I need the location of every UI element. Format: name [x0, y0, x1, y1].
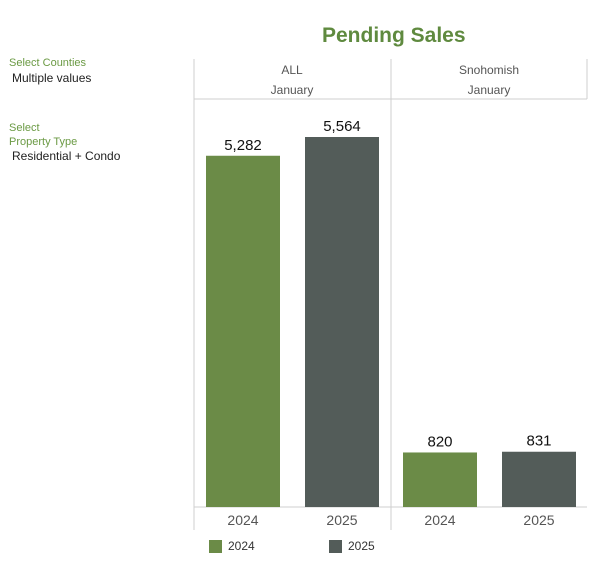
panel-header-all-month: January	[270, 83, 314, 97]
data-label-snohomish-2025: 831	[526, 433, 551, 450]
legend-label-2024: 2024	[228, 539, 255, 553]
legend-swatch-2025	[329, 539, 342, 553]
property-type-filter-label-line1: Select	[9, 122, 40, 134]
legend-swatch-2024	[209, 539, 222, 553]
x-tick-label-all-2024: 2024	[227, 512, 258, 528]
counties-filter-label: Select Counties	[9, 57, 87, 69]
x-tick-label-snohomish-2024: 2024	[424, 512, 455, 528]
legend-label-2025: 2025	[348, 539, 375, 553]
panel-header-all-region: ALL	[281, 63, 303, 77]
panel-header-snohomish-region: Snohomish	[458, 63, 520, 77]
property-type-filter-value[interactable]: Residential + Condo	[12, 149, 121, 163]
bar-all-2025[interactable]	[305, 137, 379, 507]
legend-item-2024[interactable]: 2024	[209, 539, 255, 553]
x-tick-label-all-2025: 2025	[326, 512, 357, 528]
data-label-all-2025: 5,564	[323, 118, 361, 135]
x-tick-label-snohomish-2025: 2025	[523, 512, 554, 528]
data-label-snohomish-2024: 820	[427, 433, 452, 450]
panel-header-snohomish-month: January	[467, 83, 511, 97]
property-type-filter-label-line2: Property Type	[9, 136, 78, 148]
bar-all-2024[interactable]	[206, 155, 280, 508]
counties-filter-value[interactable]: Multiple values	[12, 71, 92, 85]
bar-snohomish-2024[interactable]	[403, 452, 477, 507]
bar-snohomish-2025[interactable]	[502, 451, 576, 507]
legend-item-2025[interactable]: 2025	[329, 539, 375, 553]
page-title: Pending Sales	[322, 24, 466, 47]
data-label-all-2024: 5,282	[224, 137, 262, 154]
